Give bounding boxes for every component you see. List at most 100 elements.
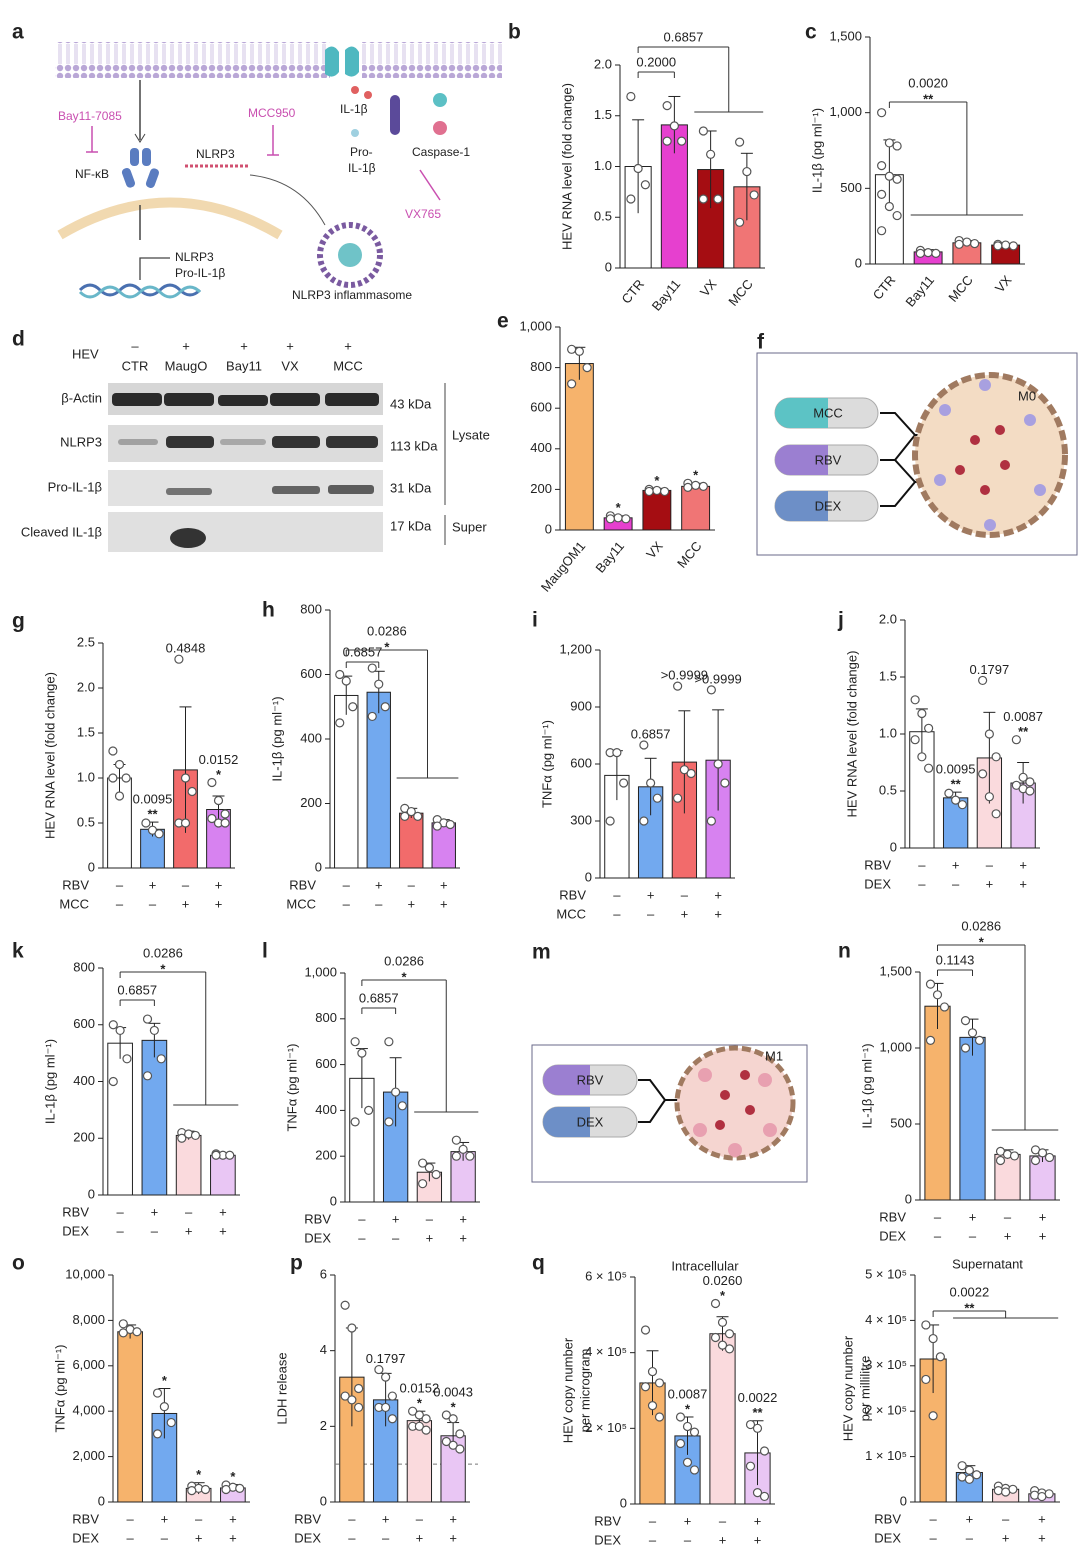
y-tick-label: 1.0 — [77, 769, 95, 784]
data-point — [421, 1414, 431, 1424]
row-label: DEX — [294, 1530, 321, 1545]
y-tick-label: 6,000 — [72, 1357, 105, 1372]
p-value: 0.0095 — [936, 762, 976, 777]
condition-sign: + — [219, 1204, 227, 1219]
data-point — [220, 809, 230, 819]
data-point — [414, 1421, 424, 1431]
data-point — [675, 1438, 686, 1449]
panel-f: f MCC RBV DEX M0 — [756, 331, 1078, 556]
pill-label: RBV — [577, 1072, 604, 1087]
y-tick-label: 1,500 — [829, 28, 862, 43]
connector — [880, 412, 960, 507]
data-point — [567, 379, 577, 389]
condition-sign: – — [149, 896, 157, 911]
data-point — [347, 1395, 357, 1405]
data-point — [993, 1486, 1003, 1496]
data-point — [967, 1028, 978, 1038]
y-tick-label: 0 — [585, 869, 592, 884]
y-tick-label: 0 — [88, 859, 95, 874]
row-label: DEX — [874, 1530, 901, 1545]
pill — [774, 444, 879, 476]
condition-sign: + — [986, 876, 994, 891]
data-point — [381, 1372, 391, 1382]
y-tick-label: 1.0 — [594, 158, 612, 173]
bar — [564, 363, 594, 531]
data-point — [640, 180, 650, 190]
data-point — [1001, 240, 1011, 250]
y-tick-label: 500 — [840, 180, 862, 195]
data-point — [414, 1410, 424, 1420]
condition-sign: – — [1002, 1511, 1010, 1526]
data-point — [921, 1320, 931, 1330]
y-tick-label: 400 — [73, 1073, 95, 1088]
data-point — [682, 1457, 693, 1467]
condition-sign: + — [1002, 1530, 1010, 1545]
row-label: MCC — [286, 896, 316, 911]
condition-sign: + — [149, 877, 157, 892]
condition-sign: – — [918, 876, 926, 891]
data-point — [759, 1491, 770, 1502]
data-point — [892, 141, 902, 151]
blot — [108, 383, 383, 552]
data-point — [877, 226, 887, 236]
y-tick-label: 0 — [320, 1493, 327, 1508]
y-axis-label: LDH release — [274, 1352, 289, 1424]
data-point — [925, 979, 936, 989]
condition-sign: – — [719, 1513, 727, 1528]
condition-sign: + — [161, 1511, 169, 1526]
p-value: 0.0152 — [199, 752, 239, 767]
condition-sign: + — [392, 1211, 400, 1226]
data-point — [357, 1048, 367, 1058]
data-point — [954, 239, 964, 249]
data-point — [724, 1329, 735, 1339]
condition-sign: + — [1038, 1530, 1046, 1545]
y-tick-label: 1,000 — [519, 318, 552, 333]
data-point — [742, 166, 752, 177]
condition-sign: – — [930, 1511, 938, 1526]
p-value: 0.6857 — [343, 644, 383, 659]
bar — [141, 1039, 168, 1196]
data-point — [142, 1071, 153, 1081]
panel-letter: i — [532, 609, 538, 632]
row-label: MCC — [556, 906, 586, 921]
data-point — [418, 1179, 428, 1189]
y-tick-label: 0 — [330, 1193, 337, 1208]
row-label: DEX — [864, 876, 891, 891]
data-point — [974, 1035, 985, 1046]
panel-letter: c — [805, 21, 817, 44]
condition-sign: – — [613, 887, 621, 902]
data-point — [348, 702, 358, 712]
panel-letter: g — [12, 610, 25, 633]
panel-m: m RBV DEX M1 — [531, 941, 808, 1183]
panel-letter: k — [12, 940, 24, 963]
chart-title: Supernatant — [952, 1256, 1023, 1271]
data-point — [605, 514, 615, 524]
label: NLRP3 inflammasome — [292, 288, 412, 302]
y-tick-label: 2 — [320, 1418, 327, 1433]
data-point — [451, 1151, 461, 1161]
x-tick-label: MaugOM1 — [538, 538, 589, 594]
y-axis-label: HEV RNA level (fold change) — [42, 672, 57, 839]
x-tick-label: MCC — [945, 272, 976, 304]
data-point — [421, 1425, 431, 1435]
bar — [210, 1154, 236, 1196]
data-point — [647, 1401, 658, 1411]
data-point — [892, 210, 902, 221]
condition-sign: – — [358, 1230, 366, 1245]
membrane — [362, 42, 502, 78]
condition-sign: + — [459, 1230, 467, 1245]
condition-sign: + — [449, 1511, 457, 1526]
row-label: DEX — [594, 1532, 621, 1547]
x-tick-label: CTR — [870, 272, 899, 302]
y-tick-label: 800 — [530, 359, 552, 374]
caspase — [390, 95, 400, 135]
data-point — [455, 1444, 465, 1454]
data-point — [720, 778, 730, 788]
condition-sign: + — [219, 1223, 227, 1238]
data-point — [915, 248, 925, 259]
y-axis-label: IL-1β (pg ml⁻¹) — [809, 108, 824, 193]
data-point — [108, 746, 118, 756]
data-point — [174, 654, 184, 664]
data-point — [735, 217, 745, 227]
lane: CTR — [122, 358, 149, 373]
